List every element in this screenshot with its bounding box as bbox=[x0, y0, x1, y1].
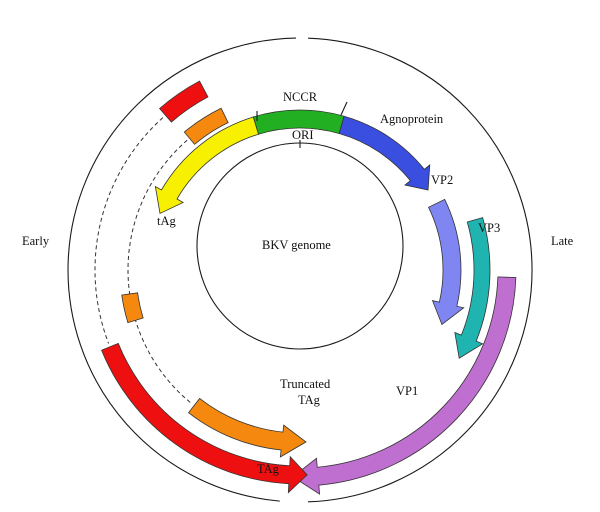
agnoprotein-label: Agnoprotein bbox=[380, 112, 444, 126]
late-outer-arc bbox=[308, 37, 533, 503]
early-region-label: Early bbox=[22, 234, 50, 248]
late-region-label: Late bbox=[551, 234, 574, 248]
genome-label: BKV genome bbox=[262, 238, 331, 252]
truncated-tag-label-line2: TAg bbox=[298, 393, 321, 407]
vp2-label: VP2 bbox=[431, 173, 453, 187]
small-t-antigen-arrow bbox=[154, 116, 259, 215]
ncrr-right-tick bbox=[340, 101, 348, 116]
large-t-antigen-label: TAg bbox=[257, 462, 280, 476]
agnoprotein-arrow bbox=[338, 115, 431, 191]
truncated-tag-exon2-block bbox=[121, 292, 144, 324]
splice-dashed-line-inner bbox=[127, 139, 193, 405]
truncated-tag-exon1-block bbox=[183, 107, 229, 145]
vp1-label: VP1 bbox=[396, 384, 418, 398]
large-t-antigen-exon1-block bbox=[159, 80, 209, 123]
splice-dashed-line-outer bbox=[94, 117, 164, 344]
large-t-antigen-arrow bbox=[101, 342, 308, 494]
early-outer-arc bbox=[67, 37, 296, 502]
vp3-arrow bbox=[454, 217, 491, 359]
vp2-arrow bbox=[427, 198, 465, 326]
ori-label: ORI bbox=[292, 128, 314, 142]
truncated-tag-label-line1: Truncated bbox=[280, 377, 331, 391]
ncrr-label: NCCR bbox=[283, 90, 318, 104]
vp3-label: VP3 bbox=[478, 221, 500, 235]
small-t-antigen-label: tAg bbox=[157, 214, 177, 228]
truncated-tag-arrow bbox=[188, 397, 307, 458]
